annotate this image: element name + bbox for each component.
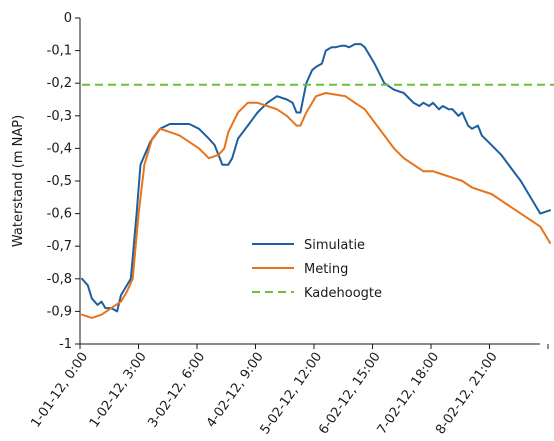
x-tick-label: 1-01-12, 0:00: [28, 350, 91, 431]
x-tick-label: 6-02-12, 15:00: [316, 350, 384, 438]
series-group: [81, 43, 554, 319]
y-ticks: 0 -0,1 -0,2 -0,3 -0,4 -0,5 -0,6 -0,7 -0,8 -0,9 -1: [47, 11, 80, 352]
x-tick-label: 3-02-12, 6:00: [145, 350, 208, 431]
legend-label-simulatie: Simulatie: [304, 238, 365, 253]
x-tick-label: 8-02-12, 21:00: [433, 350, 501, 438]
y-tick-label: -0,9: [47, 304, 72, 319]
y-tick-label: -0,4: [47, 141, 72, 156]
series-line-meting: [81, 92, 551, 319]
y-tick-label: -0,5: [47, 174, 72, 189]
legend-label-kadehoogte: Kadehoogte: [304, 286, 382, 301]
series-line-simulatie: [81, 43, 551, 313]
y-tick-label: -0,3: [47, 109, 72, 124]
x-tick-label: 4-02-12, 9:00: [204, 350, 267, 431]
y-tick-label: -1: [59, 337, 72, 352]
legend: Simulatie Meting Kadehoogte: [252, 238, 382, 301]
x-tick-label: 5-02-12, 12:00: [258, 350, 326, 438]
legend-label-meting: Meting: [304, 262, 348, 277]
y-tick-label: -0,8: [47, 272, 72, 287]
y-tick-label: -0,2: [47, 76, 72, 91]
y-tick-label: 0: [64, 11, 72, 26]
y-tick-label: -0,1: [47, 44, 72, 59]
y-axis-title: Waterstand (m NAP): [11, 115, 26, 247]
x-tick-label: 1-02-12, 3:00: [87, 350, 150, 431]
x-tick-label: 7-02-12, 18:00: [375, 350, 443, 438]
y-tick-label: -0,6: [47, 207, 72, 222]
x-ticks: 1-01-12, 0:001-02-12, 3:003-02-12, 6:004…: [28, 344, 549, 438]
y-tick-label: -0,7: [47, 239, 72, 254]
